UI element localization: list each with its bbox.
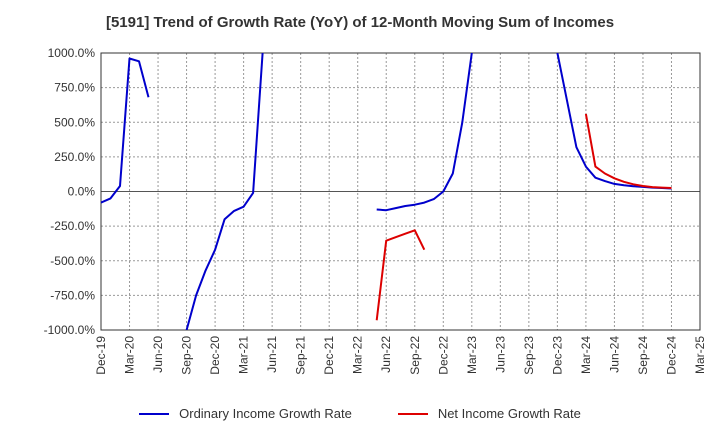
- x-tick-label: Dec-20: [208, 336, 222, 375]
- y-tick-label: 750.0%: [54, 81, 95, 95]
- y-tick-label: -250.0%: [50, 219, 95, 233]
- x-tick-label: Sep-22: [408, 336, 422, 375]
- y-tick-label: -500.0%: [50, 254, 95, 268]
- x-tick-label: Mar-25: [693, 336, 707, 374]
- x-tick-label: Jun-24: [607, 336, 621, 373]
- legend: Ordinary Income Growth Rate Net Income G…: [0, 406, 720, 421]
- x-tick-label: Mar-23: [465, 336, 479, 374]
- x-tick-label: Dec-22: [436, 336, 450, 375]
- x-tick-label: Sep-23: [522, 336, 536, 375]
- x-tick-label: Dec-21: [322, 336, 336, 375]
- x-tick-label: Mar-24: [579, 336, 593, 374]
- series-line-net-income-growth-rate-4: [375, 229, 426, 321]
- chart-title: [5191] Trend of Growth Rate (YoY) of 12-…: [105, 14, 615, 31]
- series-line-net-income-growth-rate-5: [584, 113, 672, 189]
- x-tick-label: Sep-21: [294, 336, 308, 375]
- y-tick-label: 0.0%: [68, 185, 96, 199]
- legend-swatch-ordinary: [139, 412, 170, 415]
- x-tick-label: Dec-23: [550, 336, 564, 375]
- x-tick-label: Mar-21: [237, 336, 251, 374]
- x-tick-label: Jun-21: [265, 336, 279, 373]
- plot-border: [100, 52, 701, 331]
- legend-swatch-net: [397, 412, 428, 415]
- x-tick-label: Mar-22: [351, 336, 365, 374]
- series-line-ordinary-income-growth-rate-1: [185, 53, 264, 330]
- legend-item-net: Net Income Growth Rate: [397, 406, 581, 421]
- x-tick-label: Sep-24: [636, 336, 650, 375]
- series-line-ordinary-income-growth-rate-2: [376, 53, 473, 212]
- x-tick-label: Mar-20: [123, 336, 137, 374]
- y-tick-label: 1000.0%: [48, 46, 96, 60]
- x-tick-label: Jun-20: [151, 336, 165, 373]
- x-tick-label: Dec-19: [94, 336, 108, 375]
- legend-label-net: Net Income Growth Rate: [437, 406, 581, 421]
- x-tick-label: Jun-23: [493, 336, 507, 373]
- legend-label-ordinary: Ordinary Income Growth Rate: [179, 406, 352, 421]
- y-tick-label: 500.0%: [54, 115, 95, 129]
- y-tick-label: -750.0%: [50, 288, 95, 302]
- x-tick-label: Sep-20: [180, 336, 194, 375]
- legend-item-ordinary: Ordinary Income Growth Rate: [139, 406, 352, 421]
- series-line-ordinary-income-growth-rate-0: [101, 57, 150, 204]
- y-tick-label: -1000.0%: [44, 323, 96, 337]
- x-tick-label: Jun-22: [379, 336, 393, 373]
- y-tick-label: 250.0%: [54, 150, 95, 164]
- x-tick-label: Dec-24: [664, 336, 678, 375]
